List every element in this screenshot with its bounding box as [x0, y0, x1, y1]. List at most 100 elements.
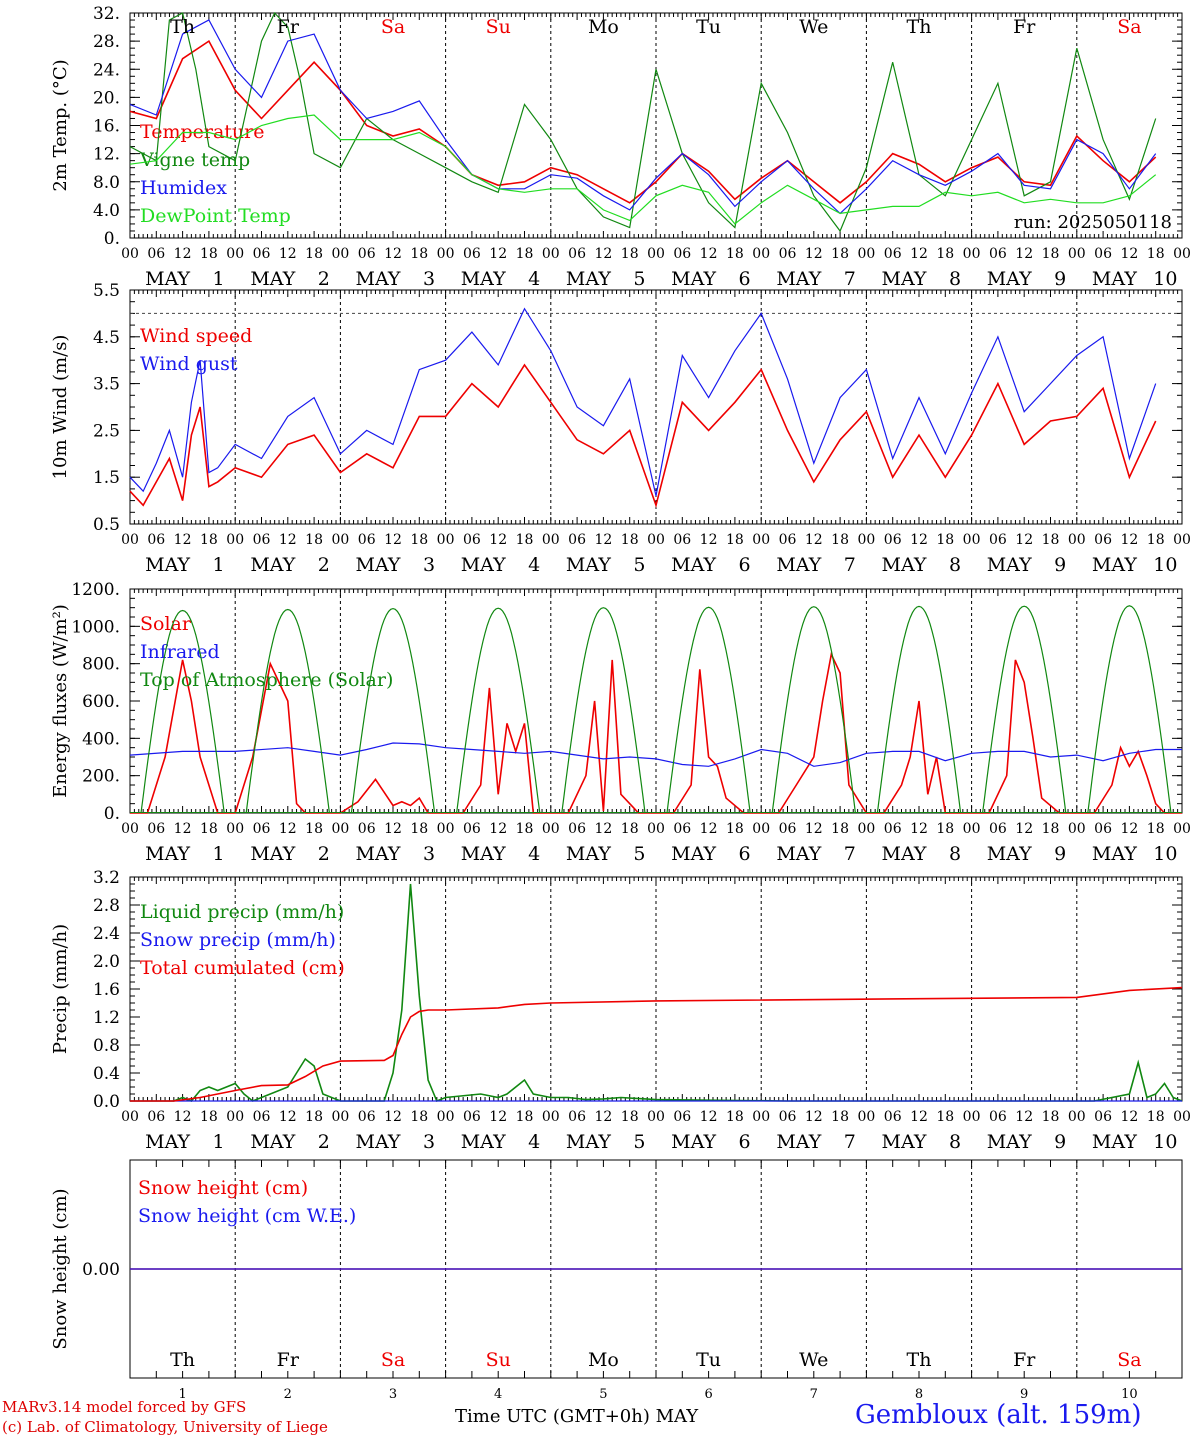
- x-hour-label: 12: [1015, 246, 1033, 262]
- x-month-label: MAY: [1092, 843, 1137, 865]
- x-hour-label: 18: [1042, 246, 1060, 262]
- x-hour-label: 12: [1120, 821, 1138, 837]
- x-hour-label: 00: [437, 532, 455, 548]
- x-date-label: 8: [949, 554, 961, 576]
- x-month-label: MAY: [566, 1131, 611, 1153]
- legend-entry: Top of Atmosphere (Solar): [140, 669, 393, 691]
- x-hour-label: 18: [726, 1109, 744, 1125]
- x-hour-label: 12: [805, 821, 823, 837]
- date-number-bottom: 5: [599, 1387, 607, 1402]
- x-hour-label: 18: [831, 821, 849, 837]
- x-month-label: MAY: [566, 843, 611, 865]
- x-hour-label: 18: [1042, 1109, 1060, 1125]
- legend-entry: Solar: [140, 613, 192, 635]
- x-hour-label: 18: [726, 821, 744, 837]
- x-date-label: 2: [318, 1131, 330, 1153]
- x-hour-label: 00: [121, 1109, 139, 1125]
- x-hour-label: 18: [726, 532, 744, 548]
- x-hour-label: 18: [831, 246, 849, 262]
- legend-entry: Snow height (cm W.E.): [138, 1205, 356, 1227]
- x-month-label: MAY: [1092, 268, 1137, 290]
- x-date-label: 5: [633, 843, 645, 865]
- x-month-label: MAY: [356, 1131, 401, 1153]
- x-hour-label: 06: [463, 1109, 481, 1125]
- model-credit: MARv3.14 model forced by GFS: [2, 1398, 247, 1416]
- y-tick-label: 8.0: [93, 173, 120, 193]
- x-month-label: MAY: [250, 1131, 295, 1153]
- date-number-bottom: 1: [178, 1387, 186, 1402]
- x-hour-label: 18: [410, 246, 428, 262]
- x-hour-label: 18: [621, 821, 639, 837]
- x-hour-label: 06: [568, 821, 586, 837]
- x-hour-label: 06: [1094, 821, 1112, 837]
- y-tick-label: 4.5: [93, 328, 120, 348]
- legend-entry: Infrared: [140, 641, 220, 663]
- x-hour-label: 06: [147, 821, 165, 837]
- series-line-top-of-atmosphere-solar-: [771, 606, 856, 814]
- x-month-label: MAY: [461, 843, 506, 865]
- x-hour-label: 00: [542, 246, 560, 262]
- x-hour-label: 12: [910, 246, 928, 262]
- x-hour-label: 18: [516, 246, 534, 262]
- x-hour-label: 06: [779, 1109, 797, 1125]
- y-tick-label: 0.4: [93, 1064, 120, 1084]
- x-hour-label: 00: [647, 1109, 665, 1125]
- x-hour-label: 12: [384, 246, 402, 262]
- x-hour-label: 12: [384, 532, 402, 548]
- x-date-label: 9: [1054, 843, 1066, 865]
- series-line-temperature: [129, 39, 1157, 204]
- date-number-bottom: 9: [1020, 1387, 1028, 1402]
- y-tick-label: 2.0: [93, 952, 120, 972]
- x-month-label: MAY: [776, 554, 821, 576]
- x-hour-label: 00: [857, 532, 875, 548]
- y-tick-label: 0.5: [93, 515, 120, 535]
- x-hour-label: 18: [1042, 821, 1060, 837]
- x-month-label: MAY: [145, 1131, 190, 1153]
- y-axis-label: Energy fluxes (W/m²): [50, 604, 71, 798]
- x-hour-label: 12: [594, 532, 612, 548]
- x-hour-label: 06: [253, 1109, 271, 1125]
- x-hour-label: 18: [305, 532, 323, 548]
- x-hour-label: 12: [489, 532, 507, 548]
- time-month: MAY: [655, 1406, 699, 1427]
- x-hour-label: 12: [1120, 246, 1138, 262]
- y-tick-label: 28.: [93, 32, 120, 52]
- x-hour-label: 00: [752, 532, 770, 548]
- x-month-label: MAY: [566, 554, 611, 576]
- x-hour-label: 12: [700, 821, 718, 837]
- x-month-label: MAY: [987, 843, 1032, 865]
- series-line-wind-gust: [129, 307, 1157, 497]
- x-month-label: MAY: [987, 554, 1032, 576]
- legend-entry: Wind speed: [140, 325, 252, 347]
- x-hour-label: 00: [752, 246, 770, 262]
- x-month-label: MAY: [671, 843, 716, 865]
- x-hour-label: 12: [489, 1109, 507, 1125]
- x-month-label: MAY: [882, 843, 927, 865]
- x-date-label: 6: [739, 268, 751, 290]
- x-hour-label: 12: [700, 532, 718, 548]
- x-hour-label: 18: [1042, 532, 1060, 548]
- series-line-top-of-atmosphere-solar-: [1087, 605, 1172, 814]
- x-hour-label: 00: [752, 821, 770, 837]
- x-date-label: 8: [949, 268, 961, 290]
- x-hour-label: 18: [305, 246, 323, 262]
- x-hour-label: 18: [831, 1109, 849, 1125]
- x-hour-label: 06: [568, 1109, 586, 1125]
- x-hour-label: 00: [963, 821, 981, 837]
- y-tick-label: 3.5: [93, 375, 120, 395]
- x-date-label: 4: [528, 554, 540, 576]
- x-month-label: MAY: [145, 843, 190, 865]
- y-tick-label: 1000.: [71, 617, 120, 637]
- x-hour-label: 00: [1068, 1109, 1086, 1125]
- x-date-label: 2: [318, 843, 330, 865]
- x-hour-label: 12: [1015, 532, 1033, 548]
- x-hour-label: 00: [226, 1109, 244, 1125]
- x-hour-label: 06: [1094, 246, 1112, 262]
- x-hour-label: 18: [1147, 532, 1165, 548]
- weekday-label-top: Fr: [1013, 16, 1036, 38]
- date-number-bottom: 10: [1121, 1387, 1138, 1402]
- x-hour-label: 18: [200, 821, 218, 837]
- x-hour-label: 12: [279, 246, 297, 262]
- x-hour-label: 06: [358, 246, 376, 262]
- x-hour-label: 12: [174, 1109, 192, 1125]
